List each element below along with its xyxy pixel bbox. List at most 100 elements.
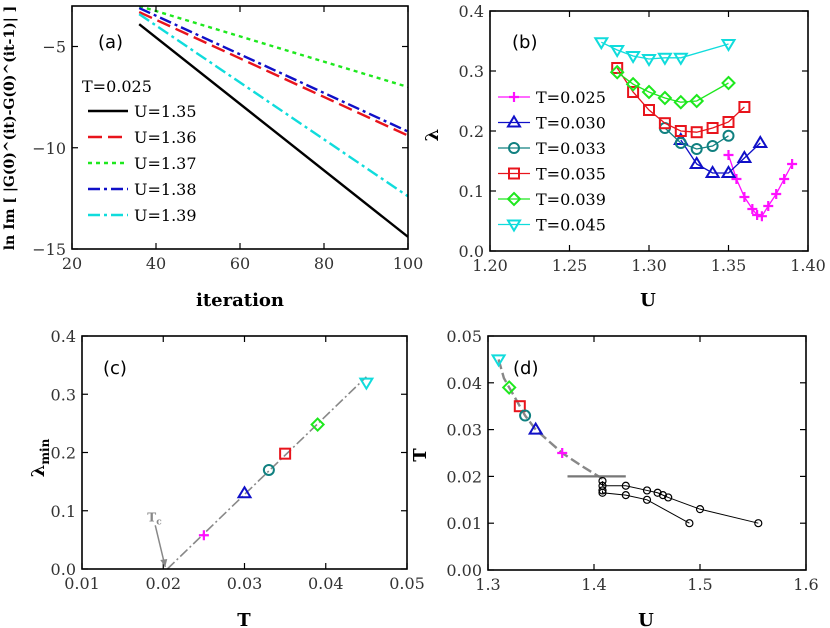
panel-b-marker (736, 150, 753, 163)
panel-b-ytick-label: 0.1 (459, 182, 484, 201)
panel-c-marker (358, 377, 375, 391)
panel-a-series-line-1 (138, 23, 408, 238)
panel-d-upper-branch-marker (754, 519, 763, 528)
panel-b-marker (722, 129, 735, 142)
panel-b-ytick-label: 0.2 (459, 122, 484, 141)
panel-b-series (593, 37, 798, 222)
panel-b-marker (674, 125, 687, 137)
panel-b-xtick-label: 1.40 (790, 256, 826, 275)
panel-b-xtick-label: 1.25 (552, 256, 588, 275)
panel-b-marker (658, 117, 671, 130)
panel-b-legend-marker (508, 167, 520, 180)
panel-b-legend-label: T=0.030 (536, 114, 606, 133)
panel-b-marker (690, 143, 703, 155)
panel-a-series-line-2 (138, 10, 408, 137)
panel-b-marker (731, 174, 742, 184)
panel-b-marker (747, 204, 758, 214)
panel-c-xtick-label: 0.05 (389, 574, 425, 593)
panel-d-ytick-label: 0.03 (446, 421, 482, 440)
panel-b-marker (673, 52, 689, 66)
panel-b-legend-label: T=0.033 (536, 139, 606, 158)
panel-b-ytick-label: 0.4 (459, 2, 484, 21)
panel-b-marker (738, 101, 751, 113)
panel-a-legend-label: U=1.39 (134, 206, 197, 225)
panel-a-legend: U=1.35 U=1.36 U=1.37 U=1.38 U=1.39 (88, 102, 197, 225)
panel-d-dashed-curve (497, 359, 604, 480)
panel-b-legend-label: T=0.045 (536, 216, 606, 235)
panel-d-xtick-label: 1.5 (687, 575, 712, 594)
panel-d-marker (527, 421, 544, 435)
panel-a-series-line-3 (138, 6, 408, 89)
panel-d-ytick-label: 0.01 (446, 514, 482, 533)
panel-c-ytick-label: 0.4 (51, 327, 76, 346)
panel-b-marker (609, 64, 625, 80)
panel-a-legend-label: U=1.35 (134, 102, 197, 121)
panel-b-marker (752, 210, 763, 220)
panel-b-label: (b) (512, 32, 537, 53)
panel-a-series-line-4 (138, 6, 408, 133)
panel-b-marker (763, 201, 774, 211)
panel-b-ticks: 1.20 1.25 1.30 1.35 1.40 0.0 0.1 0.2 0.3 0.4 (459, 2, 826, 275)
panel-d-marker (501, 380, 517, 395)
panel-b-xtick-label: 1.30 (631, 256, 667, 275)
panel-b-marker (721, 75, 736, 91)
panel-a-xtick-label: 60 (230, 254, 250, 273)
panel-a-ytick-label: −15 (32, 240, 66, 259)
panel-c-tc-label: Tc (147, 510, 162, 527)
panel-a-xtick-label: 20 (62, 254, 82, 273)
panel-a-legend-label: U=1.37 (134, 154, 197, 173)
panel-c: 0.01 0.02 0.03 0.04 0.050.00.10.20.30.4 (c) … (28, 327, 425, 628)
panel-d-series (490, 354, 763, 528)
panel-a-xlabel: iteration (196, 290, 284, 311)
panel-c-marker (279, 447, 292, 460)
panel-a-xtick-label: 40 (146, 254, 166, 273)
panel-b-marker (625, 76, 641, 92)
panel-b-legend: T=0.025 T=0.030 T=0.033 T=0.035 T=0.039 T=0.0… (498, 88, 606, 235)
panel-d-lower-branch-marker (642, 495, 652, 504)
panel-b-ytick-label: 0.3 (459, 62, 484, 81)
panel-d-upper-branch-marker (695, 505, 705, 514)
panel-d-xlabel: U (638, 610, 654, 628)
panel-c-tc-annotation: Tc (147, 510, 168, 568)
panel-c-ytick-label: 0.1 (51, 502, 76, 521)
panel-a: 20 40 60 80 100−15−10−5 (a) T=0.025 U=1.35U=… (2, 5, 423, 311)
panel-b-marker (720, 39, 737, 52)
panel-c-ylabel: λmin (28, 438, 52, 477)
panel-b-legend-marker (506, 114, 522, 128)
panel-a-ytick-label: −10 (32, 139, 66, 158)
panel-c-series (166, 376, 375, 570)
panel-b-marker (723, 150, 734, 160)
panel-b-legend-label: T=0.039 (536, 190, 606, 209)
panel-b-ytick-label: 0.0 (459, 242, 484, 261)
panel-b-marker (627, 86, 640, 98)
panel-c-xtick-label: 0.01 (64, 574, 100, 593)
panel-b-legend-marker (508, 142, 520, 154)
panel-d-lower-branch-marker (685, 519, 694, 528)
panel-b-marker (593, 37, 610, 51)
panel-c-ytick-label: 0.2 (51, 444, 76, 463)
panel-d-ytick-label: 0.00 (446, 561, 482, 580)
panel-b-marker (690, 126, 703, 139)
panel-d-marker (557, 448, 568, 458)
panel-d-upper-branch-marker (664, 493, 673, 502)
panel-b-marker (688, 156, 705, 169)
panel-b-legend-label: T=0.035 (536, 165, 606, 184)
panel-b-legend-marker (506, 191, 522, 207)
panel-d: 1.3 1.4 1.5 1.6 0.00 0.01 0.02 0.03 0.04 0.05 (d)… (410, 327, 819, 628)
panel-b-marker (641, 54, 657, 67)
panel-c-xtick-label: 0.02 (145, 574, 181, 593)
panel-c-marker (198, 530, 209, 541)
panel-b-marker (674, 137, 687, 149)
panel-b: 1.20 1.25 1.30 1.35 1.400.00.10.20.30.4 (b) … (422, 2, 826, 311)
panel-d-upper-branch-marker (653, 488, 662, 497)
panel-b-legend-marker (506, 219, 522, 233)
panel-b-marker (706, 140, 719, 152)
panel-b-series-line-4 (616, 67, 745, 133)
panel-c-ylabel-text: λmin (28, 438, 52, 477)
panel-d-ticks: 1.3 1.4 1.5 1.6 0.00 0.01 0.02 0.03 0.04 0.05 (446, 327, 818, 594)
panel-b-series-line-6 (601, 41, 729, 60)
panel-b-series-line-5 (616, 71, 729, 103)
panel-b-marker (673, 94, 689, 110)
panel-b-legend-label: T=0.025 (536, 88, 606, 107)
